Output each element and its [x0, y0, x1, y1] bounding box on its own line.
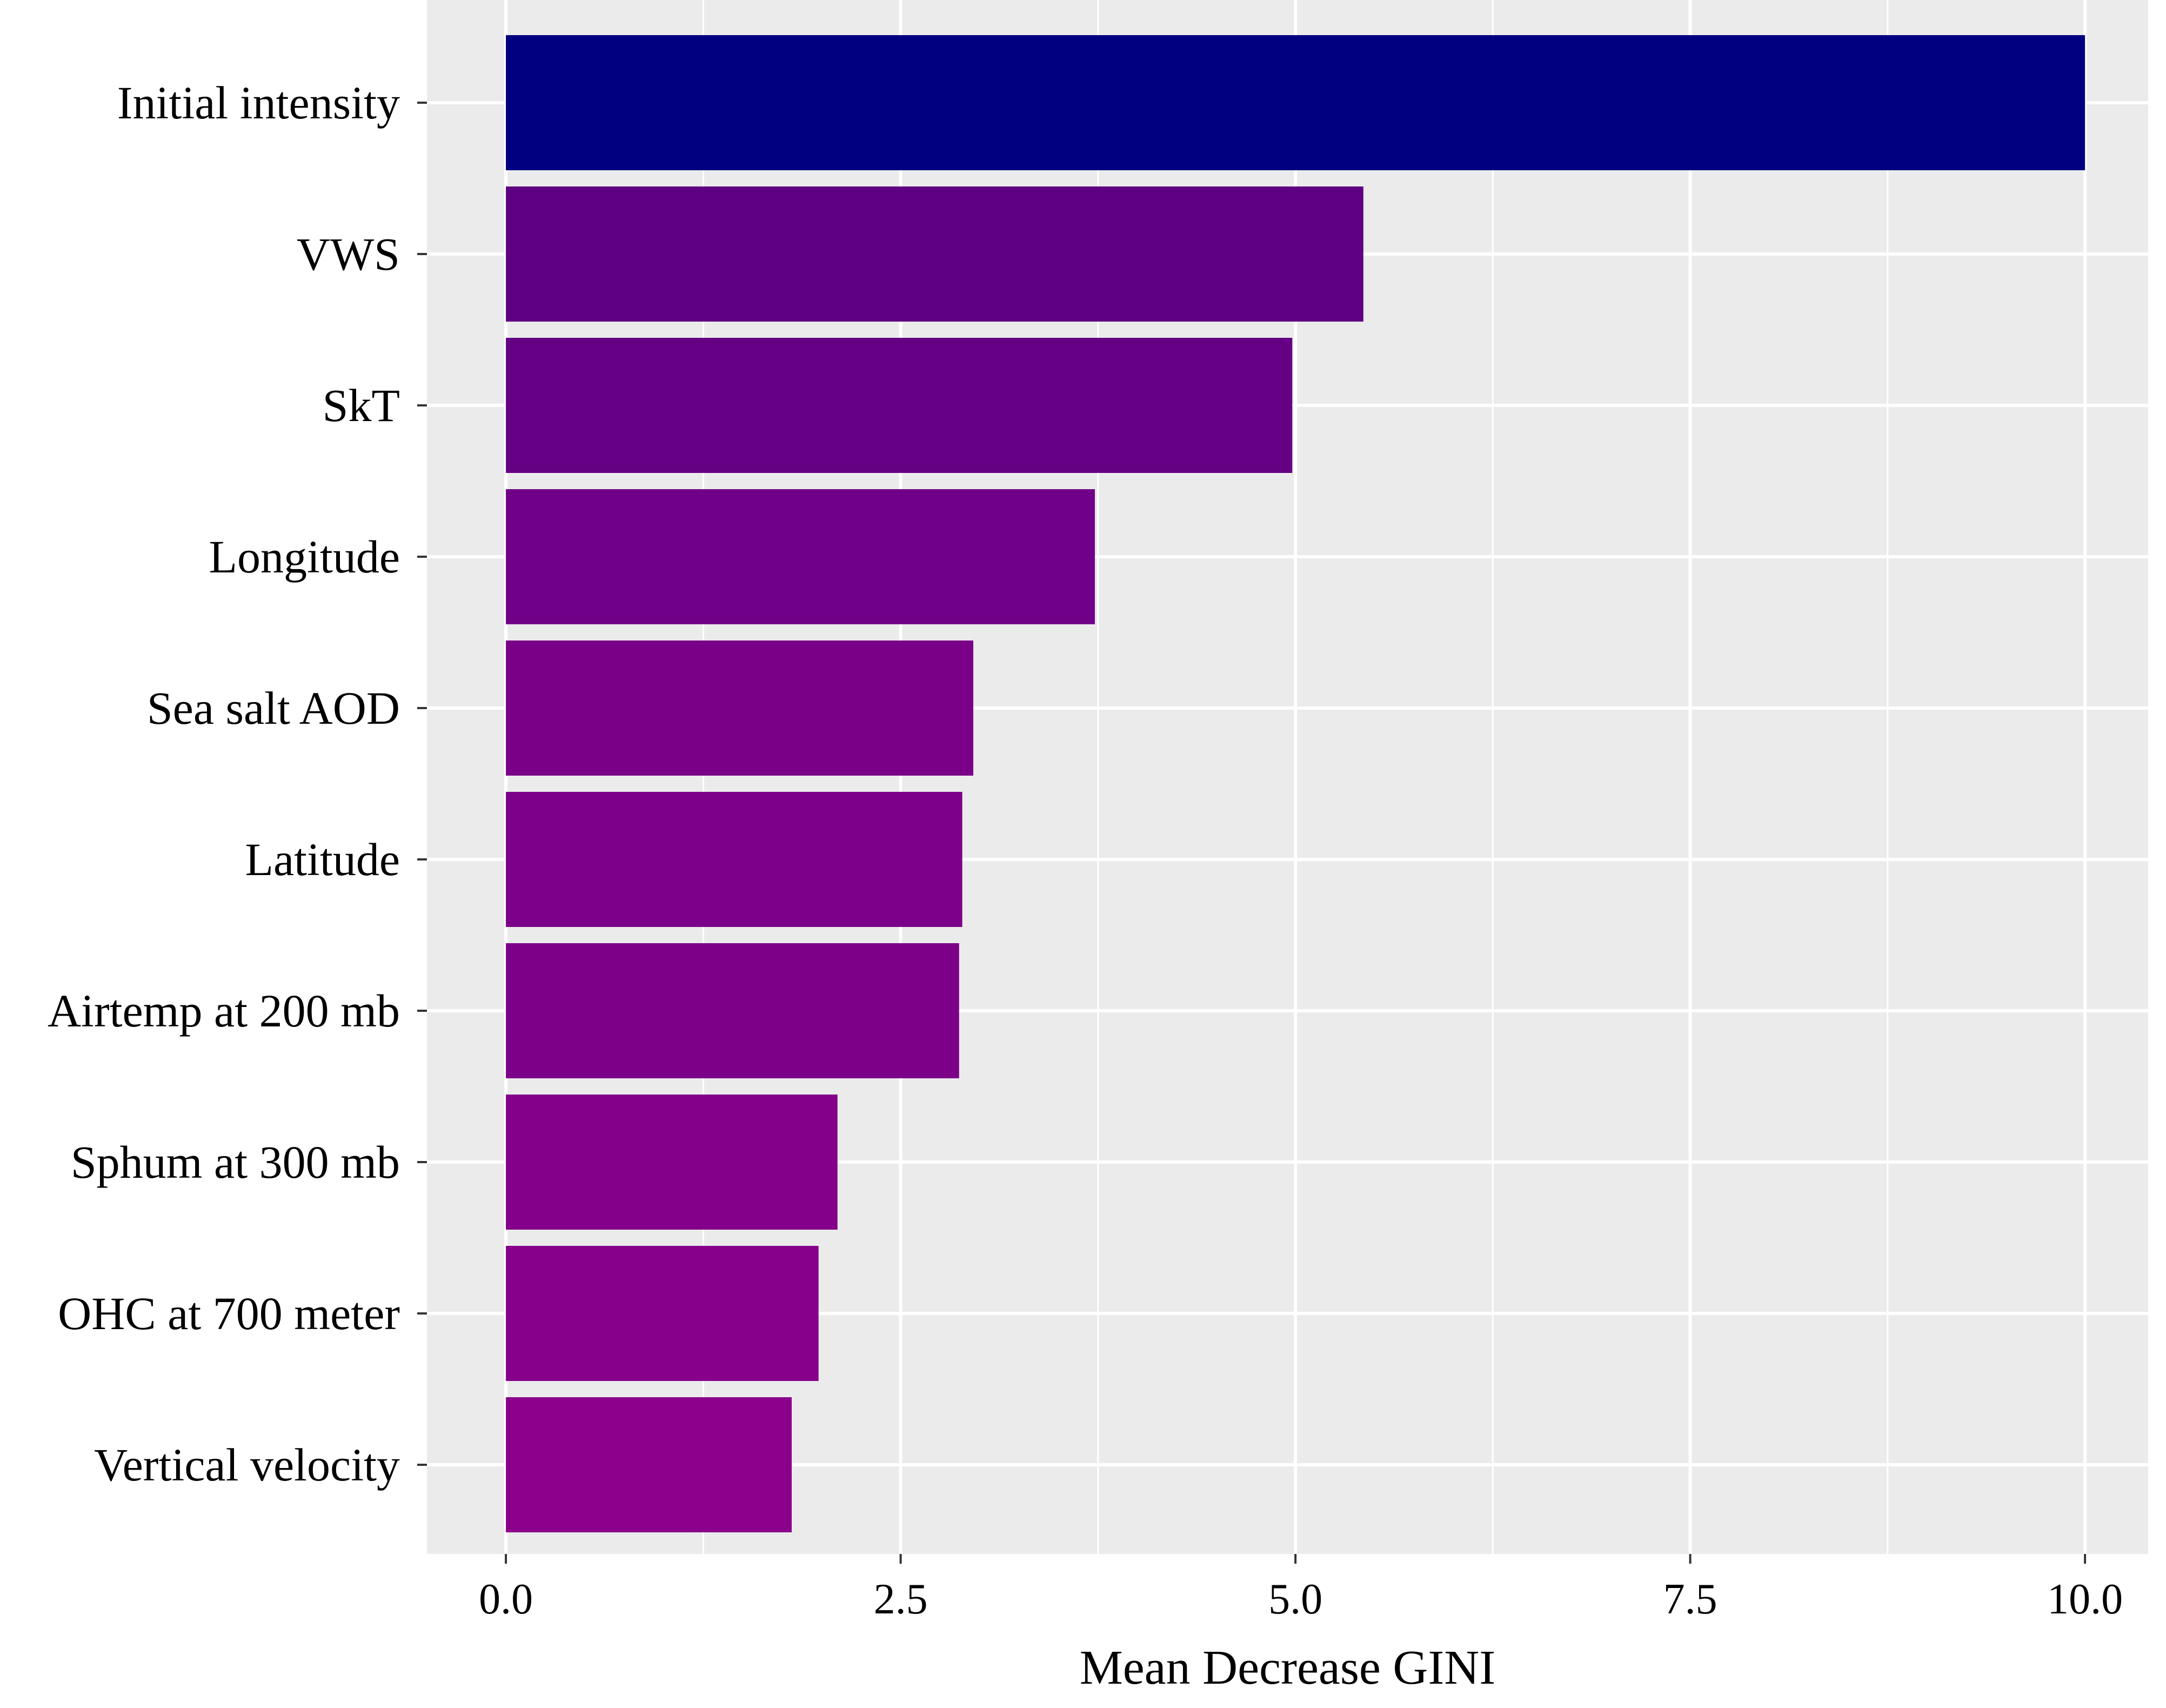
y-tick-label: SkT — [323, 379, 400, 431]
x-axis-ticks — [505, 1554, 2087, 1564]
bars — [506, 35, 2085, 1532]
x-axis-title: Mean Decrease GINI — [1080, 1641, 1496, 1694]
bar-vws — [506, 186, 1363, 322]
bar-sea-salt-aod — [506, 640, 974, 776]
bar-skt — [506, 338, 1293, 473]
x-tick-label: 0.0 — [479, 1576, 533, 1623]
y-tick-label: Longitude — [209, 531, 400, 583]
y-tick-label: Vertical velocity — [94, 1439, 400, 1491]
y-tick-label: OHC at 700 meter — [58, 1287, 400, 1339]
y-tick-label: Sea salt AOD — [147, 682, 400, 734]
bar-longitude — [506, 489, 1095, 624]
y-tick-label: VWS — [297, 228, 400, 280]
bar-vertical-velocity — [506, 1397, 792, 1532]
bar-airtemp-at-200-mb — [506, 943, 959, 1078]
bar-initial-intensity — [506, 35, 2085, 170]
y-axis-ticks — [417, 102, 427, 1466]
y-tick-label: Airtemp at 200 mb — [48, 985, 400, 1037]
x-axis-tick-labels: 0.0 2.5 5.0 7.5 10.0 — [479, 1576, 2123, 1623]
y-axis-labels: Initial intensity VWS SkT Longitude Sea salt… — [48, 77, 400, 1491]
y-tick-label: Initial intensity — [117, 77, 400, 129]
bar-ohc-at-700-meter — [506, 1246, 819, 1381]
bar-sphum-at-300-mb — [506, 1095, 838, 1230]
x-tick-label: 10.0 — [2047, 1576, 2123, 1623]
x-tick-label: 7.5 — [1663, 1576, 1717, 1623]
y-tick-label: Sphum at 300 mb — [71, 1136, 400, 1188]
x-tick-label: 5.0 — [1268, 1576, 1322, 1623]
x-tick-label: 2.5 — [874, 1576, 928, 1623]
y-tick-label: Latitude — [245, 833, 400, 885]
bar-latitude — [506, 792, 962, 927]
